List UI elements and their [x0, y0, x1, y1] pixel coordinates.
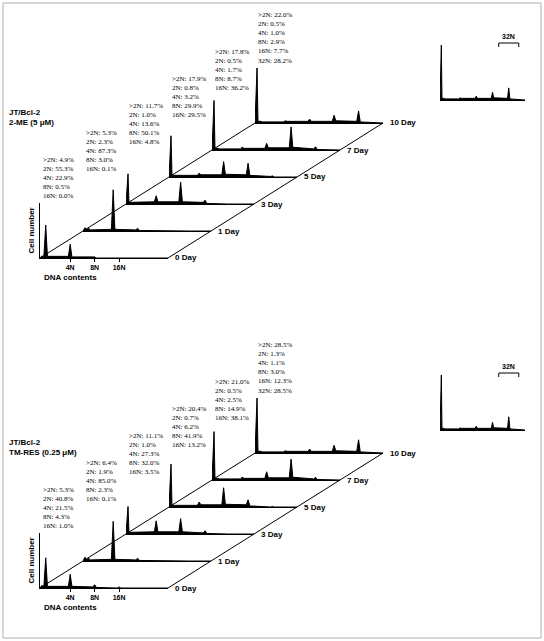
svg-text:>2N: 11.7%2N: 1.0%4N: 13.6%8N:: >2N: 11.7%2N: 1.0%4N: 13.6%8N: 50.1%16N:… [129, 102, 163, 146]
svg-text:>2N: 17.8%2N: 0.5%4N: 1.7%8N:: >2N: 17.8%2N: 0.5%4N: 1.7%8N: 8.7%16N: 3… [215, 48, 249, 92]
svg-text:16N: 16N [113, 264, 126, 271]
svg-text:>2N: 21.0%2N: 0.5%4N: 2.5%8N:: >2N: 21.0%2N: 0.5%4N: 2.5%8N: 14.9%16N: … [215, 378, 249, 422]
svg-text:1 Day: 1 Day [218, 227, 240, 236]
svg-text:8N: 8N [90, 594, 99, 601]
svg-text:5 Day: 5 Day [304, 172, 326, 181]
svg-text:0 Day: 0 Day [175, 253, 197, 262]
svg-text:>2N: 20.4%2N: 0.7%4N: 6.2%8N:: >2N: 20.4%2N: 0.7%4N: 6.2%8N: 41.9%16N: … [172, 405, 206, 449]
svg-text:4N: 4N [66, 264, 75, 271]
svg-text:32N: 32N [502, 363, 515, 370]
svg-text:>2N: 22.0%2N: 0.5%4N: 1.0%8N:: >2N: 22.0%2N: 0.5%4N: 1.0%8N: 2.9%16N: 7… [258, 11, 292, 65]
svg-text:JT/Bcl-2TM-RES (0.25 μM): JT/Bcl-2TM-RES (0.25 μM) [9, 438, 77, 457]
svg-text:5 Day: 5 Day [304, 503, 326, 512]
svg-text:Cell number: Cell number [27, 207, 36, 253]
svg-text:4N: 4N [66, 594, 75, 601]
svg-text:>2N: 17.9%2N: 0.8%4N: 3.2%8N:: >2N: 17.9%2N: 0.8%4N: 3.2%8N: 29.9%16N: … [172, 75, 206, 119]
svg-text:>2N: 5.3%2N: 2.3%4N: 87.3%8N:: >2N: 5.3%2N: 2.3%4N: 87.3%8N: 3.0%16N: 0… [86, 129, 117, 173]
svg-text:DNA contents: DNA contents [44, 603, 97, 612]
svg-text:Cell number: Cell number [27, 537, 36, 583]
svg-text:3 Day: 3 Day [261, 530, 283, 539]
svg-text:>2N: 28.5%2N: 1.3%4N: 1.1%8N:: >2N: 28.5%2N: 1.3%4N: 1.1%8N: 3.0%16N: 1… [258, 341, 292, 395]
svg-text:0 Day: 0 Day [175, 584, 197, 593]
svg-text:32N: 32N [502, 33, 515, 40]
svg-text:>2N: 4.9%2N: 55.3%4N: 22.9%8N:: >2N: 4.9%2N: 55.3%4N: 22.9%8N: 0.5%16N: … [43, 156, 74, 200]
svg-text:7 Day: 7 Day [347, 146, 369, 155]
svg-text:1 Day: 1 Day [218, 557, 240, 566]
svg-text:>2N: 6.4%2N: 1.9%4N: 85.0%8N:: >2N: 6.4%2N: 1.9%4N: 85.0%8N: 2.3%16N: 0… [86, 459, 117, 503]
svg-text:DNA contents: DNA contents [44, 273, 97, 282]
svg-text:7 Day: 7 Day [347, 476, 369, 485]
svg-text:>2N: 5.3%2N: 40.8%4N: 21.5%8N:: >2N: 5.3%2N: 40.8%4N: 21.5%8N: 4.3%16N: … [43, 486, 74, 530]
svg-text:10 Day: 10 Day [390, 118, 416, 127]
svg-text:16N: 16N [113, 594, 126, 601]
svg-text:10 Day: 10 Day [390, 449, 416, 458]
svg-text:>2N: 11.1%2N: 1.0%4N: 27.3%8N:: >2N: 11.1%2N: 1.0%4N: 27.3%8N: 32.0%16N:… [129, 432, 163, 476]
svg-text:JT/Bcl-22-ME (5 μM): JT/Bcl-22-ME (5 μM) [9, 108, 54, 127]
svg-text:3 Day: 3 Day [261, 200, 283, 209]
svg-text:8N: 8N [90, 264, 99, 271]
